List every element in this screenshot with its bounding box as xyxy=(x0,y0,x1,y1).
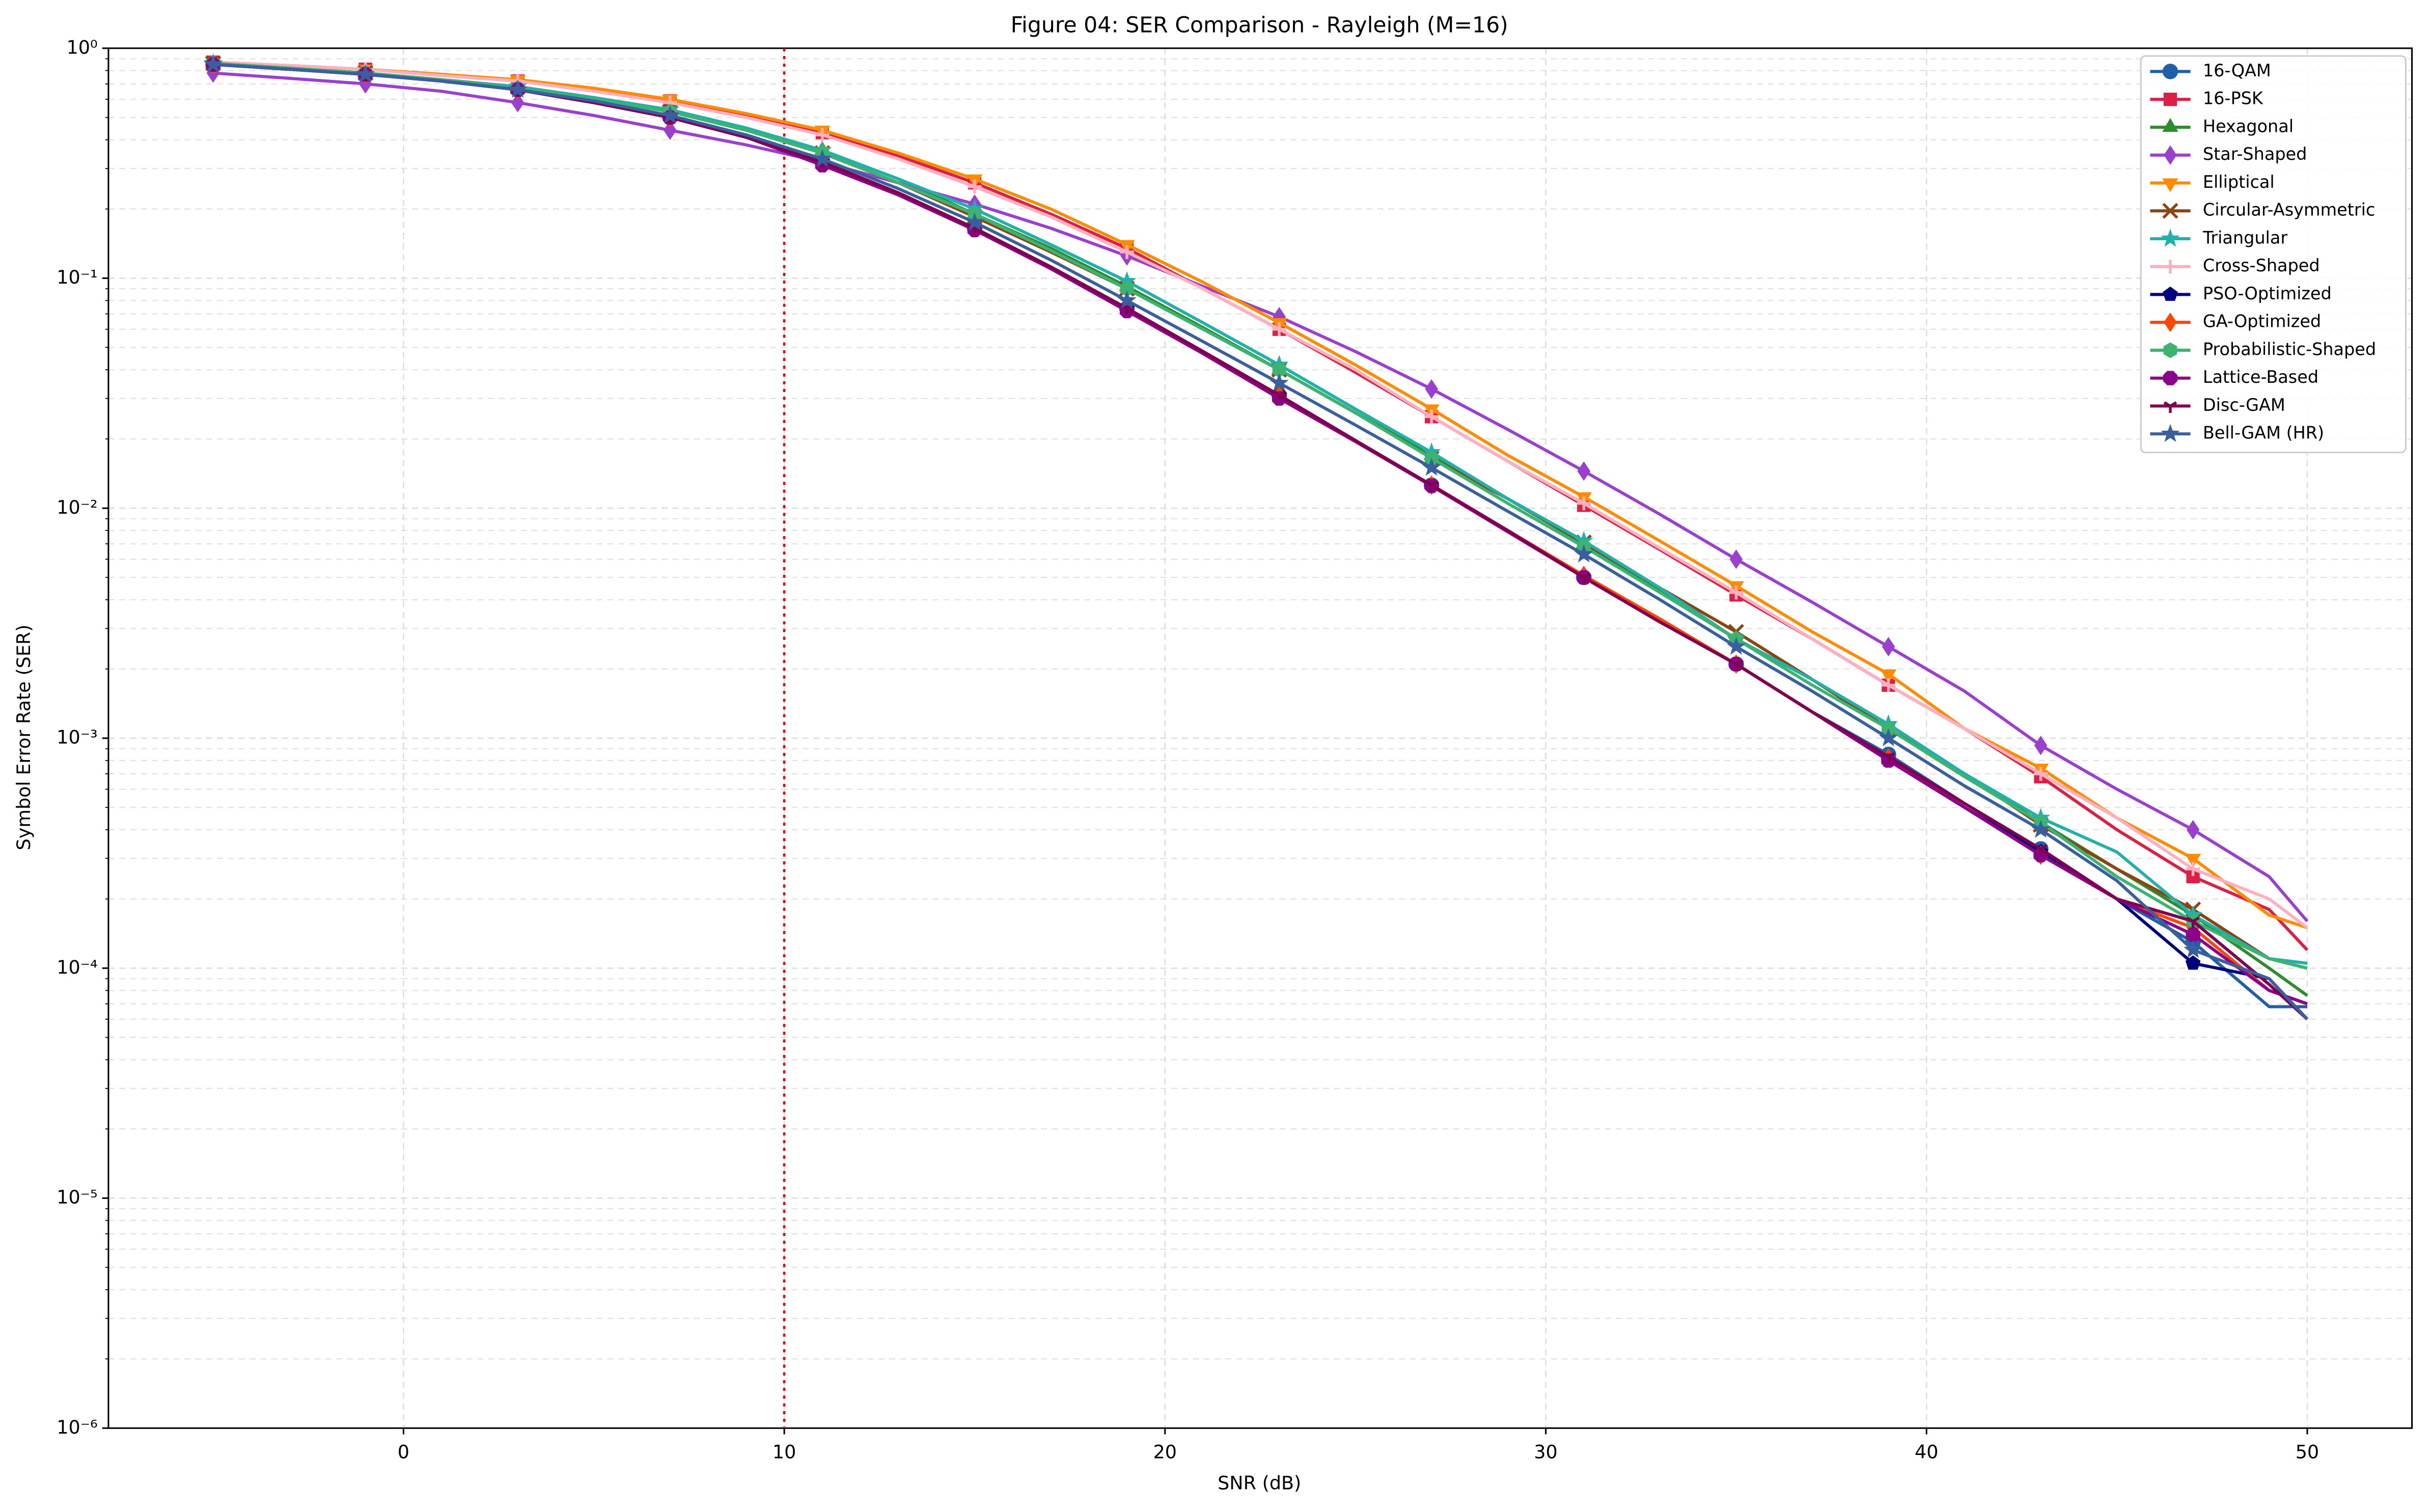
marker xyxy=(2162,203,2178,219)
marker xyxy=(965,212,984,231)
legend-label: GA-Optimized xyxy=(2203,312,2321,331)
marker xyxy=(2162,178,2178,192)
y-tick-label: 10⁻⁵ xyxy=(57,1186,97,1208)
legend-label: Probabilistic-Shaped xyxy=(2203,339,2376,359)
x-tick-label: 10 xyxy=(772,1441,796,1463)
x-tick-label: 20 xyxy=(1153,1441,1177,1463)
marker xyxy=(1269,373,1289,391)
marker xyxy=(2034,844,2048,856)
marker xyxy=(2162,64,2178,79)
marker xyxy=(2163,260,2177,274)
marker xyxy=(1120,245,1134,259)
marker xyxy=(2186,927,2200,942)
marker xyxy=(1882,637,1895,657)
marker xyxy=(1879,728,1898,746)
legend: 16-QAM 16-PSK Hexagonal Star-Shaped Elliptic… xyxy=(2140,55,2407,454)
legend-label: Cross-Shaped xyxy=(2203,256,2320,275)
y-tick-label: 10⁻² xyxy=(57,496,97,518)
marker xyxy=(2163,371,2178,385)
y-tick-label: 10⁻⁴ xyxy=(57,956,97,978)
legend-label: Disc-GAM xyxy=(2203,395,2285,415)
marker xyxy=(2164,313,2177,332)
chart-title: Figure 04: SER Comparison - Rayleigh (M=… xyxy=(1011,13,1508,38)
x-tick-label: 30 xyxy=(1534,1441,1557,1463)
marker xyxy=(1117,290,1137,309)
legend-label: Star-Shaped xyxy=(2203,144,2307,164)
marker xyxy=(1882,752,1895,764)
marker xyxy=(664,120,677,141)
legend-label: Hexagonal xyxy=(2203,116,2294,136)
marker xyxy=(2186,916,2200,929)
marker xyxy=(2185,955,2201,970)
marker xyxy=(1577,461,1591,481)
marker xyxy=(1272,390,1286,402)
y-tick-label: 10⁰ xyxy=(67,36,98,58)
marker xyxy=(1881,678,1896,692)
legend-label: 16-QAM xyxy=(2203,61,2271,80)
marker xyxy=(2184,940,2203,958)
x-tick-label: 0 xyxy=(398,1441,409,1463)
marker xyxy=(2161,424,2180,442)
marker xyxy=(2185,854,2201,868)
marker xyxy=(1577,496,1591,511)
legend-label: 16-PSK xyxy=(2203,89,2264,108)
legend-box xyxy=(2140,55,2407,454)
marker xyxy=(1425,379,1438,399)
legend-label: Lattice-Based xyxy=(2203,367,2318,387)
marker xyxy=(660,105,680,124)
marker xyxy=(1726,636,1746,655)
marker xyxy=(203,54,223,73)
marker xyxy=(2033,767,2048,781)
marker xyxy=(2164,145,2177,165)
marker xyxy=(1729,549,1743,569)
marker xyxy=(508,79,528,98)
x-tick-label: 40 xyxy=(1915,1441,1938,1463)
marker xyxy=(1272,322,1286,337)
marker xyxy=(2034,736,2048,755)
marker xyxy=(2186,862,2200,876)
marker xyxy=(2162,118,2178,132)
y-tick-label: 10⁻³ xyxy=(57,726,97,748)
marker xyxy=(356,64,375,82)
marker xyxy=(1424,409,1439,424)
legend-label: Triangular xyxy=(2202,228,2287,247)
y-axis-label: Symbol Error Rate (SER) xyxy=(13,625,35,851)
plot-frame xyxy=(107,47,2413,1429)
marker xyxy=(1577,573,1591,584)
marker xyxy=(968,180,982,194)
marker xyxy=(1880,669,1897,684)
marker xyxy=(2163,401,2177,413)
marker xyxy=(1422,458,1441,476)
marker xyxy=(815,128,830,142)
marker xyxy=(2163,286,2178,301)
x-axis-label: SNR (dB) xyxy=(1218,1472,1301,1494)
marker xyxy=(1729,659,1743,671)
marker xyxy=(2161,229,2180,247)
legend-label: Circular-Asymmetric xyxy=(2203,200,2375,220)
x-tick-label: 50 xyxy=(2296,1441,2319,1463)
marker xyxy=(2163,342,2177,358)
marker xyxy=(2186,820,2200,839)
y-tick-label: 10⁻⁶ xyxy=(57,1416,97,1438)
marker xyxy=(2031,820,2051,838)
y-tick-label: 10⁻¹ xyxy=(57,266,97,288)
marker xyxy=(1574,544,1593,563)
legend-label: Elliptical xyxy=(2203,172,2275,192)
marker xyxy=(2163,92,2177,106)
marker xyxy=(511,93,525,113)
legend-label: PSO-Optimized xyxy=(2203,284,2332,303)
legend-label: Bell-GAM (HR) xyxy=(2203,423,2324,443)
marker xyxy=(1424,480,1439,492)
marker xyxy=(1729,585,1744,600)
marker xyxy=(813,149,832,167)
